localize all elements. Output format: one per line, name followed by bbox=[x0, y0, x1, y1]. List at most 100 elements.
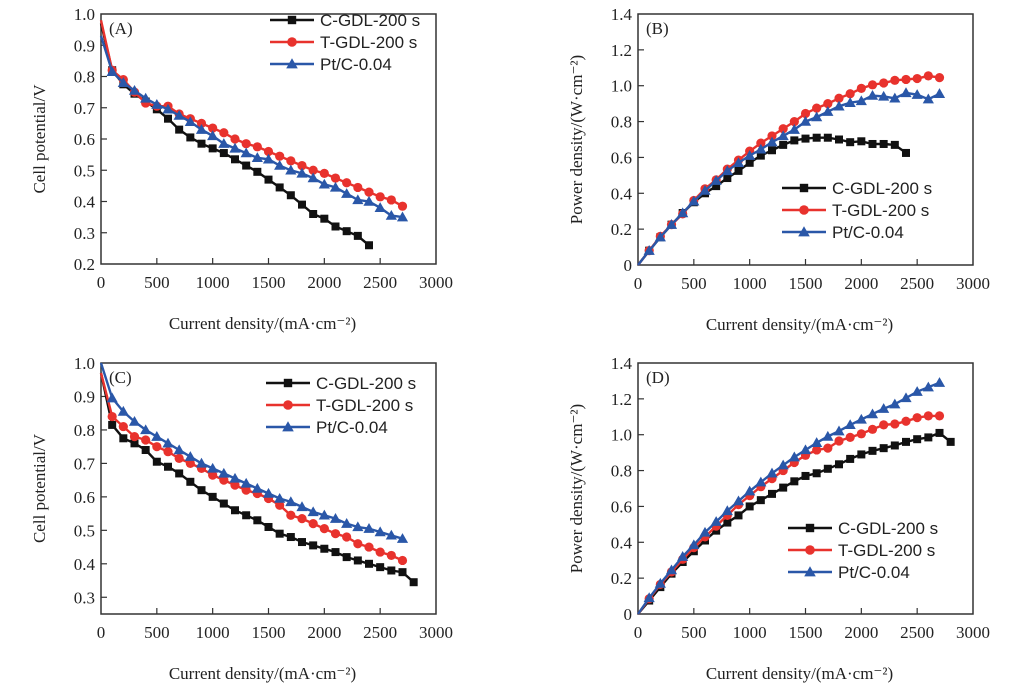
legend-label: C-GDL-200 s bbox=[838, 519, 938, 538]
y-tick-label: 0.7 bbox=[74, 454, 96, 473]
data-point bbox=[117, 405, 129, 416]
legend-label: Pt/C-0.04 bbox=[838, 563, 910, 582]
data-point bbox=[900, 392, 912, 403]
data-point bbox=[398, 568, 407, 577]
data-point bbox=[297, 514, 307, 524]
data-point bbox=[307, 506, 319, 517]
y-axis-title: Cell potential/V bbox=[30, 433, 49, 543]
data-point bbox=[385, 209, 397, 220]
data-point bbox=[835, 135, 843, 144]
data-point bbox=[297, 160, 307, 171]
data-point bbox=[229, 142, 241, 153]
data-point bbox=[128, 415, 141, 426]
data-point bbox=[710, 175, 722, 185]
data-point bbox=[352, 194, 364, 205]
data-point bbox=[164, 462, 172, 471]
x-tick-label: 2000 bbox=[307, 273, 341, 292]
data-point bbox=[151, 431, 163, 441]
data-point bbox=[822, 106, 834, 116]
legend: C-GDL-200 s T-GDL-200 s Pt/C-0.04 bbox=[782, 179, 932, 242]
data-point bbox=[935, 428, 944, 437]
data-point bbox=[296, 167, 308, 178]
chart-panel-a: 0 500 1000 1500 2000 2500 3000 0.2 0.3 0.4 0.5 0.6 0… bbox=[30, 5, 453, 333]
data-point bbox=[823, 133, 832, 142]
data-point bbox=[768, 489, 776, 498]
data-point bbox=[329, 513, 342, 523]
data-point bbox=[253, 167, 262, 176]
data-point bbox=[151, 99, 163, 109]
data-point bbox=[140, 424, 152, 435]
data-point bbox=[264, 522, 273, 531]
series-line bbox=[99, 362, 403, 540]
data-point bbox=[184, 451, 196, 461]
data-point bbox=[387, 566, 396, 575]
data-point bbox=[219, 128, 229, 138]
data-point bbox=[164, 114, 172, 123]
panel-label: (A) bbox=[109, 19, 133, 38]
data-point bbox=[106, 66, 118, 77]
data-point bbox=[756, 138, 766, 148]
legend-label: Pt/C-0.04 bbox=[316, 418, 388, 437]
data-point bbox=[319, 168, 329, 178]
data-point bbox=[364, 542, 374, 552]
x-tick-label: 3000 bbox=[956, 623, 990, 642]
x-axis-title: Current density/(mA·cm⁻²) bbox=[706, 315, 893, 334]
data-point bbox=[732, 495, 745, 506]
series-circle bbox=[99, 372, 408, 566]
data-point bbox=[923, 71, 933, 81]
data-point bbox=[801, 471, 810, 480]
data-point bbox=[846, 454, 855, 463]
data-point bbox=[286, 156, 296, 166]
data-point bbox=[329, 181, 342, 192]
data-point bbox=[756, 496, 765, 505]
data-point bbox=[800, 108, 811, 119]
data-point bbox=[911, 386, 923, 396]
x-tick-label: 500 bbox=[681, 274, 707, 293]
panel-label: (B) bbox=[646, 19, 669, 38]
data-point bbox=[868, 446, 877, 455]
y-tick-label: 0.6 bbox=[74, 130, 95, 149]
data-point bbox=[386, 195, 396, 205]
data-point bbox=[286, 533, 295, 542]
y-tick-label: 0.2 bbox=[74, 255, 95, 274]
data-point bbox=[231, 506, 239, 515]
data-point bbox=[307, 172, 319, 183]
data-point bbox=[219, 149, 228, 158]
data-point bbox=[374, 526, 386, 537]
series-line bbox=[99, 35, 403, 219]
y-tick-label: 0.5 bbox=[74, 521, 95, 540]
chart-panel-c: 0 500 1000 1500 2000 2500 3000 0.3 0.4 0.5 0.6 0.7 0… bbox=[30, 354, 453, 683]
x-tick-label: 2500 bbox=[363, 273, 397, 292]
data-point bbox=[766, 467, 778, 478]
legend-label: Pt/C-0.04 bbox=[832, 223, 904, 242]
data-point bbox=[677, 207, 689, 218]
data-point bbox=[186, 133, 195, 142]
data-point bbox=[779, 483, 788, 492]
data-point bbox=[723, 174, 732, 183]
data-point bbox=[790, 136, 799, 145]
series-line bbox=[637, 91, 941, 266]
y-tick-label: 0.8 bbox=[74, 421, 95, 440]
data-point bbox=[867, 424, 878, 434]
data-point bbox=[665, 219, 678, 229]
data-point bbox=[296, 501, 308, 512]
data-point bbox=[106, 392, 118, 403]
data-point bbox=[755, 476, 767, 487]
data-point bbox=[241, 485, 251, 495]
data-point bbox=[844, 419, 856, 430]
x-tick-label: 2000 bbox=[844, 623, 878, 642]
data-point bbox=[253, 516, 262, 525]
data-point bbox=[789, 116, 799, 127]
x-tick-label: 1500 bbox=[252, 623, 286, 642]
x-tick-label: 500 bbox=[144, 623, 170, 642]
data-point bbox=[309, 541, 318, 550]
data-point bbox=[745, 502, 754, 511]
x-tick-label: 3000 bbox=[956, 274, 990, 293]
y-tick-label: 0 bbox=[624, 605, 633, 624]
data-point bbox=[812, 103, 822, 113]
y-tick-label: 0.9 bbox=[74, 387, 95, 406]
x-tick-label: 1500 bbox=[252, 273, 286, 292]
data-point bbox=[922, 381, 934, 392]
data-point bbox=[195, 457, 208, 468]
series-square bbox=[99, 372, 418, 587]
